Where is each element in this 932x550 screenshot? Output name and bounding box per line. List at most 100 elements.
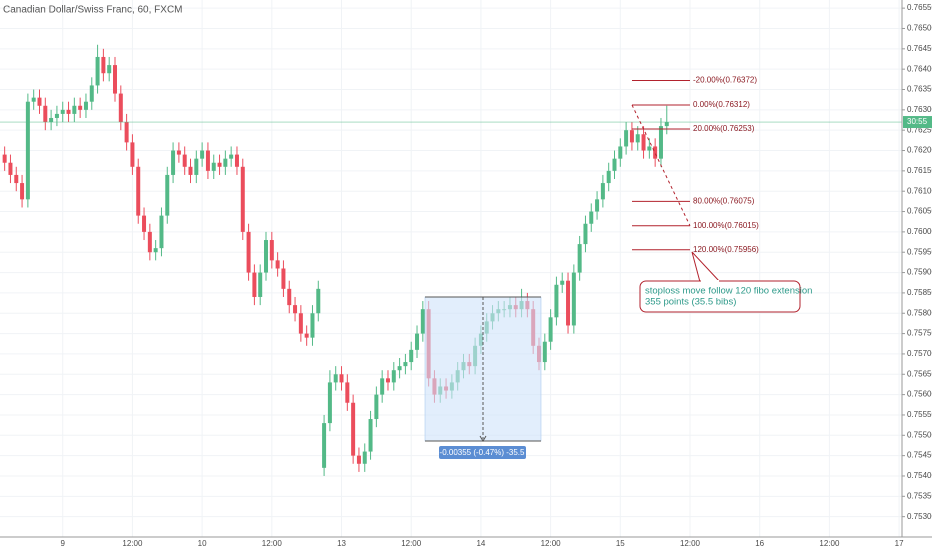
- candle-body: [2, 154, 7, 163]
- candle-body: [310, 313, 315, 338]
- candle-body: [548, 317, 553, 342]
- candle-body: [78, 105, 83, 110]
- candle-body: [403, 362, 408, 367]
- candle-body: [612, 158, 617, 171]
- candle-body: [304, 333, 309, 338]
- candle-body: [571, 272, 576, 326]
- candle-body: [351, 402, 356, 456]
- x-tick-label: 13: [337, 539, 346, 548]
- candle-body: [142, 215, 147, 232]
- candle-body: [25, 101, 30, 200]
- candle-body: [101, 56, 106, 74]
- candle-body: [60, 109, 65, 114]
- candle-body: [327, 382, 332, 424]
- candle-body: [385, 378, 390, 383]
- fib-label: -20.00%(0.76372): [693, 76, 757, 85]
- candle-body: [8, 162, 13, 175]
- candle-body: [130, 142, 135, 167]
- x-tick-label: 16: [755, 539, 764, 548]
- candle-body: [31, 97, 36, 102]
- candle-body: [560, 280, 565, 285]
- candle-body: [415, 333, 420, 350]
- candle-body: [165, 174, 170, 216]
- candle-body: [641, 134, 646, 151]
- chart-title: Canadian Dollar/Swiss Franc, 60, FXCM: [3, 5, 183, 16]
- candle-body: [554, 284, 559, 318]
- candle-body: [124, 122, 129, 143]
- candle-body: [339, 374, 344, 383]
- candle-body: [113, 65, 118, 94]
- x-tick-label: 12:00: [680, 539, 701, 548]
- candle-body: [397, 366, 402, 371]
- annotations: -0.00355 (-0.47%) -35.5 -20.00%(0.76372) 0…: [0, 76, 902, 459]
- candle-body: [223, 158, 228, 167]
- candle-body: [629, 130, 634, 143]
- candle-body: [20, 183, 25, 200]
- callout-text: stoploss move follow 120 fibo extension: [645, 286, 812, 297]
- candle-body: [635, 134, 640, 143]
- candle-body: [380, 378, 385, 395]
- candle-body: [420, 309, 425, 334]
- candle-body: [246, 231, 251, 273]
- candle-body: [275, 260, 280, 269]
- x-tick-label: 10: [198, 539, 207, 548]
- callout-pointer: [691, 251, 721, 283]
- measure-arrow-head: [479, 435, 487, 442]
- candle-body: [252, 272, 257, 297]
- candle-body: [14, 174, 19, 184]
- candle-body: [66, 109, 71, 114]
- candle-body: [374, 394, 379, 420]
- candle-body: [658, 126, 663, 159]
- grid: [0, 0, 902, 537]
- candle-body: [287, 288, 292, 306]
- candle-body: [217, 162, 222, 167]
- candle-body: [589, 211, 594, 224]
- candle-body: [322, 423, 327, 468]
- candle-body: [264, 240, 269, 273]
- x-tick-label: 17: [895, 539, 904, 548]
- candle-body: [83, 101, 88, 110]
- x-tick-label: 12:00: [401, 539, 422, 548]
- candle-body: [107, 65, 112, 74]
- price-label-box: [903, 116, 932, 129]
- candle-body: [356, 455, 361, 464]
- candle-body: [43, 105, 48, 123]
- candle-body: [293, 305, 298, 314]
- candle-body: [647, 146, 652, 151]
- x-tick-label: 15: [616, 539, 625, 548]
- callout-text: 355 points (35.5 bibs): [645, 297, 736, 308]
- candle-body: [136, 166, 141, 216]
- candle-body: [182, 154, 187, 167]
- candle-body: [566, 280, 571, 326]
- candle-body: [147, 231, 152, 253]
- candle-body: [171, 150, 176, 175]
- candle-body: [205, 150, 210, 171]
- candle-body: [577, 244, 582, 273]
- x-tick-label: 12:00: [122, 539, 143, 548]
- candle-body: [153, 248, 158, 253]
- candle-body: [298, 313, 303, 334]
- candle-body: [583, 223, 588, 245]
- x-tick-label: 12:00: [819, 539, 840, 548]
- candle-body: [345, 382, 350, 403]
- candle-body: [606, 170, 611, 184]
